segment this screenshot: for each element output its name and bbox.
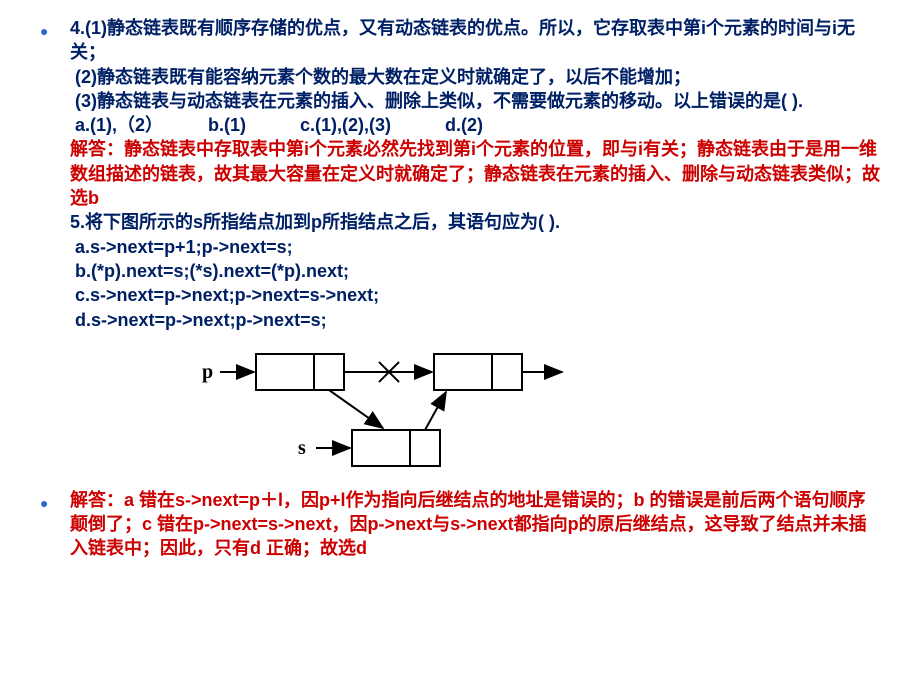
q5-opt-c: c.s->next=p->next;p->next=s->next; [70,283,880,307]
q5-answer: 解答：a 错在s->next=p＋l，因p+l作为指向后继结点的地址是错误的；b… [70,488,880,561]
q5-opt-b: b.(*p).next=s;(*s).next=(*p).next; [70,259,880,283]
q4-p1: 4.(1)静态链表既有顺序存储的优点，又有动态链表的优点。所以，它存取表中第i个… [70,16,880,65]
svg-text:p: p [202,361,213,383]
bullet-2: ● [40,488,70,561]
q4-p2: (2)静态链表既有能容纳元素个数的最大数在定义时就确定了，以后不能增加； [70,65,880,89]
q4-answer: 解答：静态链表中存取表中第i个元素必然先找到第i个元素的位置，即与i有关；静态链… [70,137,880,210]
svg-text:s: s [298,437,306,459]
bullet-1: ● [40,16,70,488]
q5-stem: 5.将下图所示的s所指结点加到p所指结点之后，其语句应为( ). [70,210,880,234]
q4-p3: (3)静态链表与动态链表在元素的插入、删除上类似，不需要做元素的移动。以上错误的… [70,89,880,113]
linked-list-diagram: ps [190,340,880,480]
q4-options: a.(1),（2） b.(1) c.(1),(2),(3) d.(2) [70,113,880,137]
q5-opt-d: d.s->next=p->next;p->next=s; [70,308,880,332]
q5-opt-a: a.s->next=p+1;p->next=s; [70,235,880,259]
